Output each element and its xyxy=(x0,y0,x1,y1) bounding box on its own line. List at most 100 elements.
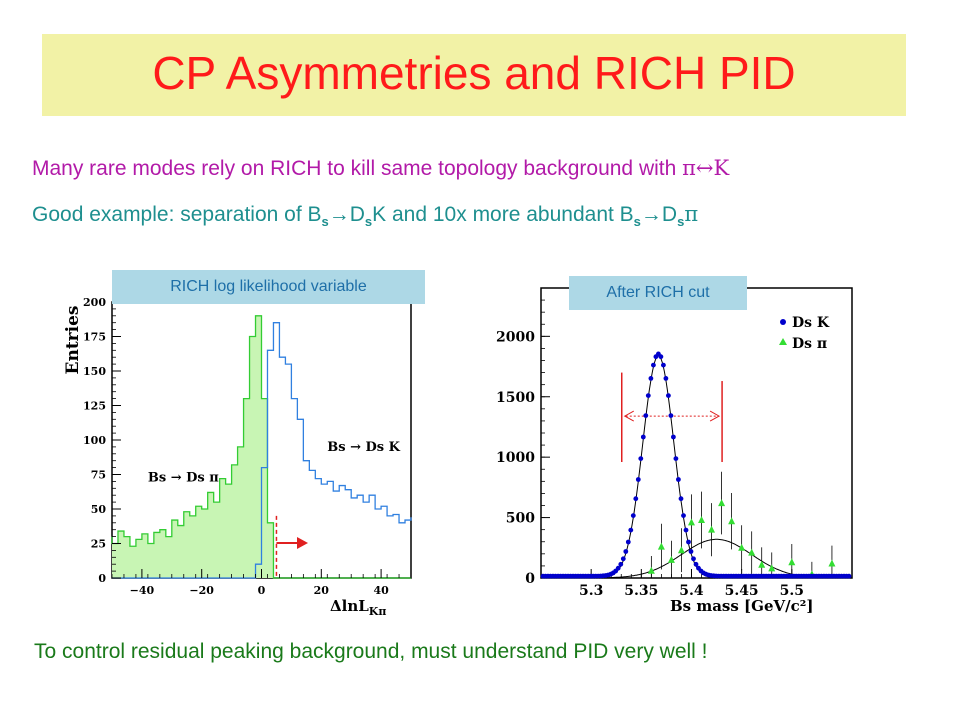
dsk-point xyxy=(688,549,694,554)
left-plot-label: RICH log likelihood variable xyxy=(112,270,425,304)
dspi-point xyxy=(768,564,776,572)
dsk-point xyxy=(668,413,674,418)
dsk-point xyxy=(648,376,654,381)
subscript-s-3: s xyxy=(633,214,641,230)
dsk-point xyxy=(640,434,646,440)
y-tick-label: 75 xyxy=(91,469,106,482)
y-tick-label: 1500 xyxy=(496,390,535,406)
rare-modes-sentence: Many rare modes rely on RICH to kill sam… xyxy=(32,157,683,180)
dsk-point xyxy=(635,477,641,482)
x-axis-title: ΔlnLKπ xyxy=(330,597,386,618)
legend-dspi-marker xyxy=(779,338,787,345)
dspi-fit-curve xyxy=(541,538,851,579)
dsk-point xyxy=(676,477,681,482)
pi-k-symbol: π↔K xyxy=(682,156,730,180)
y-tick-label: 500 xyxy=(506,511,535,527)
line2-mid: K and 10x more abundant B xyxy=(372,203,634,226)
dsk-point xyxy=(638,456,644,461)
x-tick-label: 5.45 xyxy=(725,583,759,599)
pi-symbol: π xyxy=(684,202,699,226)
dsk-point xyxy=(686,539,691,545)
dsk-point xyxy=(623,549,629,554)
dsk-point xyxy=(663,376,669,381)
dsk-point xyxy=(693,561,699,567)
dsk-point xyxy=(846,573,852,579)
y-tick-label: 2000 xyxy=(496,329,535,345)
slide-title: CP Asymmetries and RICH PID xyxy=(152,47,796,99)
dspi-point xyxy=(647,566,655,574)
dsk-point xyxy=(678,496,684,502)
dsk-point xyxy=(683,527,689,533)
line2-arrow-1: →D xyxy=(328,203,365,226)
dspi-point xyxy=(687,518,695,526)
dspi-point xyxy=(728,517,736,525)
x-tick-label: −40 xyxy=(130,584,155,597)
dspi-point xyxy=(698,516,706,523)
dsk-point xyxy=(630,513,636,518)
x-tick-label: 5.35 xyxy=(624,583,658,599)
dspi-fill-area xyxy=(112,315,411,578)
right-plot-label: After RICH cut xyxy=(569,276,747,310)
dspi-point xyxy=(708,525,716,533)
dsk-point xyxy=(618,561,624,567)
y-tick-label: 150 xyxy=(83,365,106,378)
y-tick-label: 25 xyxy=(91,538,106,551)
x-tick-label: 5.3 xyxy=(579,583,603,599)
y-tick-label: 200 xyxy=(83,296,106,309)
y-tick-label: 1000 xyxy=(496,450,535,466)
dsk-point xyxy=(691,556,696,562)
dspi-histogram-line xyxy=(111,315,411,579)
conclusion-text: To control residual peaking background, … xyxy=(34,640,708,663)
subscript-s-2: s xyxy=(364,214,373,230)
rare-modes-text: Many rare modes rely on RICH to kill sam… xyxy=(32,156,729,181)
x-tick-label: 0 xyxy=(258,584,266,597)
dsk-annotation: Bs → Ds K xyxy=(327,440,400,455)
dspi-point xyxy=(788,558,796,566)
dsk-fit-curve xyxy=(541,355,851,579)
y-tick-label: 0 xyxy=(525,571,535,587)
legend-dsk-label: Ds K xyxy=(792,315,830,331)
cut-arrow-head xyxy=(297,537,308,549)
dspi-point xyxy=(738,543,746,551)
dsk-point xyxy=(628,527,634,533)
dsk-point xyxy=(645,393,651,398)
dsk-point xyxy=(658,354,664,360)
dsk-point xyxy=(651,362,656,368)
dspi-point xyxy=(657,542,665,550)
dspi-point xyxy=(748,548,756,556)
dsk-point xyxy=(661,362,666,368)
y-tick-label: 50 xyxy=(91,503,107,516)
dsk-point xyxy=(666,393,671,398)
y-tick-label: 0 xyxy=(98,572,106,585)
dsk-point xyxy=(620,556,626,562)
window-arrow-right-head xyxy=(709,410,721,422)
dspi-point xyxy=(667,555,675,563)
x-tick-label: 20 xyxy=(314,584,330,597)
dspi-point xyxy=(718,499,726,507)
dspi-point xyxy=(828,559,836,567)
line2-arrow-2: →D xyxy=(640,203,678,226)
line2-prefix: Good example: separation of B xyxy=(32,203,322,226)
legend-dsk-marker xyxy=(780,319,786,325)
separation-example-text: Good example: separation of Bs→DsK and 1… xyxy=(32,202,698,229)
y-axis-title: Entries xyxy=(63,306,83,375)
dsk-point xyxy=(681,513,686,518)
right-plot-frame xyxy=(540,287,853,579)
dsk-histogram-line xyxy=(112,322,412,579)
x-tick-label: −20 xyxy=(189,584,214,597)
window-arrow-left-head xyxy=(623,410,635,422)
subscript-s-4: s xyxy=(677,214,685,230)
y-tick-label: 175 xyxy=(83,331,106,344)
dsk-point xyxy=(673,456,679,461)
dsk-point xyxy=(615,565,621,571)
x-axis-title: Bs mass [GeV/c²] xyxy=(670,597,813,615)
y-tick-label: 125 xyxy=(83,400,106,413)
x-tick-label: 40 xyxy=(373,584,389,597)
x-tick-label: 5.4 xyxy=(679,583,704,599)
dspi-point xyxy=(758,560,766,568)
dsk-point xyxy=(643,413,649,418)
dsk-point xyxy=(671,434,676,440)
y-tick-label: 100 xyxy=(83,434,106,447)
